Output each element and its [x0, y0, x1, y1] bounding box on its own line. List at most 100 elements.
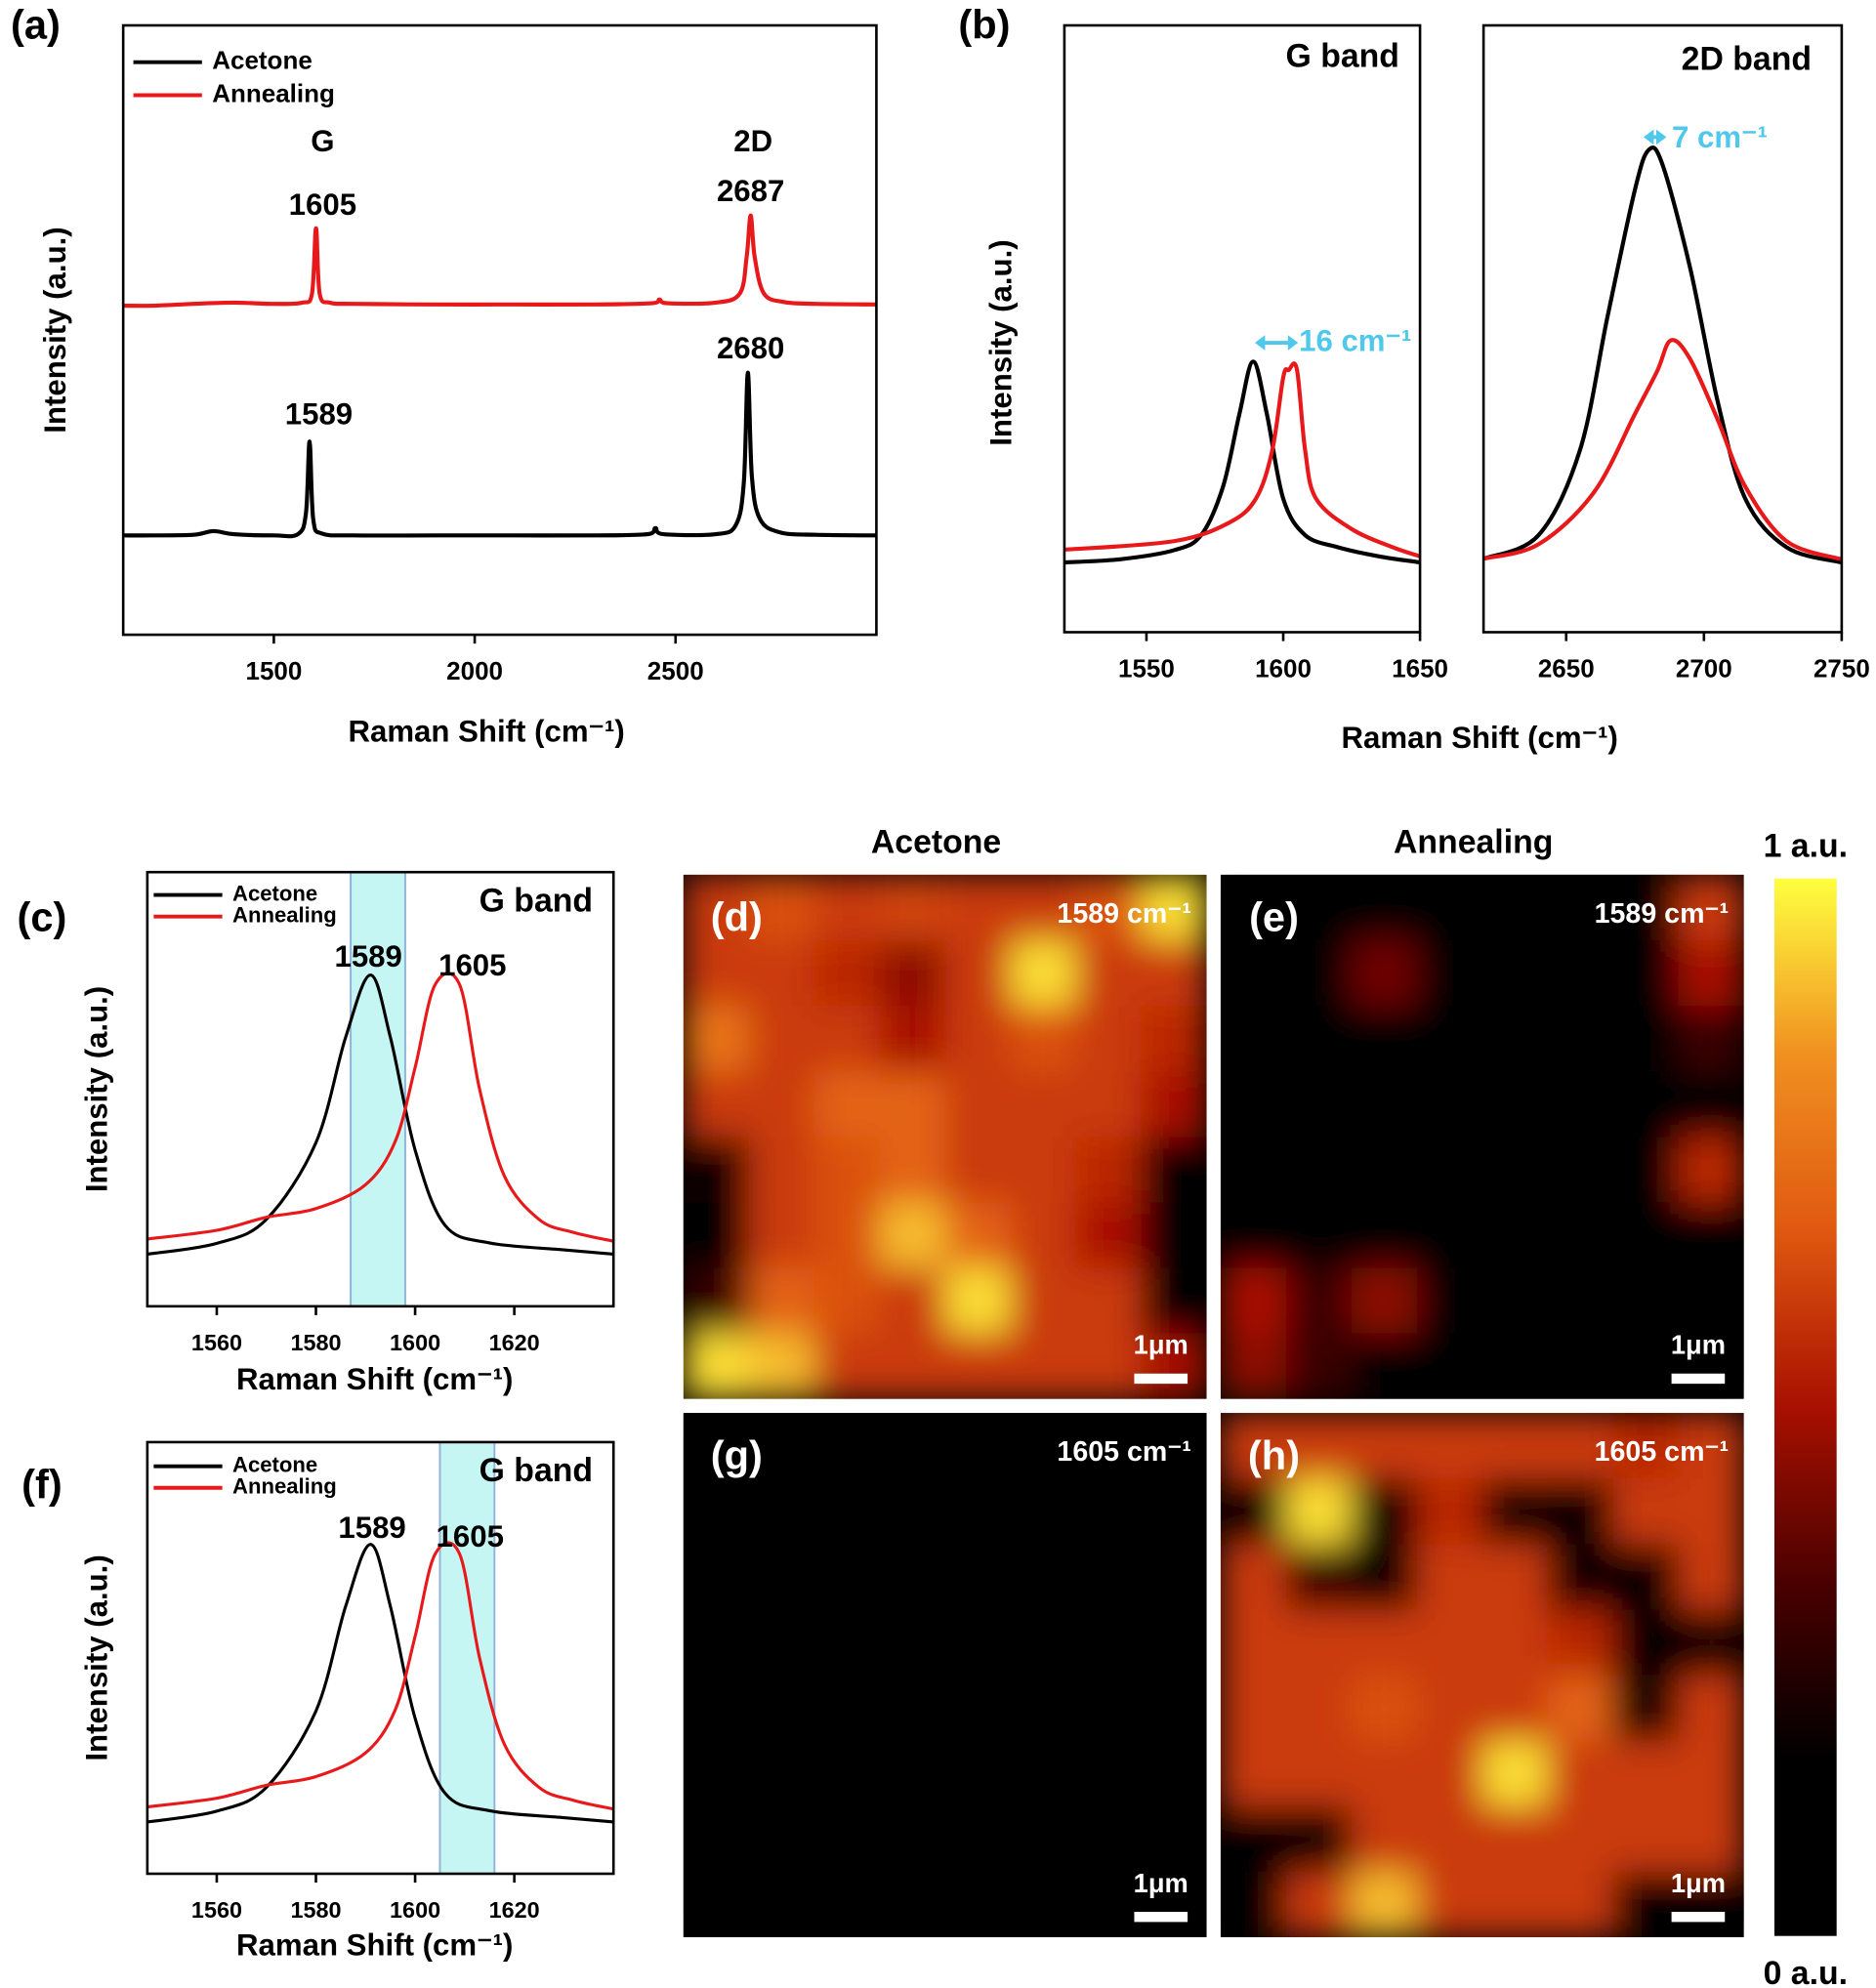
map-cell: [1612, 1544, 1680, 1611]
map-cell: [1481, 1740, 1549, 1807]
map-cell: [1220, 939, 1287, 1007]
map-cell: [1351, 1544, 1418, 1611]
x-tick-label: 1580: [290, 1897, 341, 1923]
map-cell: [1612, 1071, 1680, 1139]
map-cell: [748, 874, 815, 941]
map-cell: [1678, 1805, 1744, 1873]
map-cell: [1285, 1202, 1353, 1269]
panel-title: G band: [1286, 38, 1399, 75]
map-cell: [879, 1413, 946, 1479]
map-cell: [1416, 1871, 1483, 1937]
map-cell: [1612, 1478, 1680, 1546]
x-tick-label: 1560: [191, 1330, 242, 1355]
spectrum-line: [146, 1541, 614, 1811]
map-cell: [1481, 1871, 1549, 1937]
map-cell: [1678, 1740, 1744, 1807]
map-frame: [683, 874, 1207, 1399]
map-cell: [1416, 1675, 1483, 1742]
map-cell: [879, 1267, 946, 1335]
plot-frame: [1063, 23, 1422, 634]
map-cell: [1141, 1137, 1207, 1204]
map-cell: [1141, 1333, 1207, 1399]
x-tick-label: 1580: [290, 1330, 341, 1355]
map-cell: [1351, 1609, 1418, 1677]
map-cell: [879, 1609, 946, 1677]
map-cell: [1220, 1333, 1287, 1399]
map-cell: [748, 1544, 815, 1611]
y-axis-title: Intensity (a.u.): [80, 986, 114, 1192]
map-cell: [1416, 1071, 1483, 1139]
map-cell: [1351, 939, 1418, 1007]
map-cell: [683, 1333, 750, 1399]
map-cell: [1416, 1544, 1483, 1611]
map-cell: [879, 939, 946, 1007]
x-tick-label: 2750: [1813, 653, 1870, 683]
map-cell: [1285, 1137, 1353, 1204]
map-cell: [1547, 874, 1614, 941]
map-frame: [683, 1413, 1207, 1937]
map-cell: [1678, 874, 1744, 941]
map-cell: [1547, 1071, 1614, 1139]
map-cell: [1220, 1675, 1287, 1742]
map-cell: [1416, 1740, 1483, 1807]
map-cell: [683, 1202, 750, 1269]
map-cell: [1075, 1267, 1143, 1335]
map-cell: [1481, 874, 1549, 941]
spectrum-line: [1063, 361, 1421, 559]
map-cell: [1220, 1267, 1287, 1335]
map-cell: [748, 1871, 815, 1937]
x-tick-label: 1650: [1392, 653, 1448, 683]
map-cell: [879, 1805, 946, 1873]
intensity-map: [683, 1413, 1207, 1937]
x-tick-label: 2650: [1538, 653, 1595, 683]
map-cell: [1141, 1267, 1207, 1335]
map-cell: [1075, 1805, 1143, 1873]
map-cell: [1351, 1478, 1418, 1546]
legend-label: Annealing: [212, 78, 335, 107]
map-cell: [1220, 1544, 1287, 1611]
x-tick-label: 1600: [1255, 653, 1312, 683]
map-cell: [879, 1740, 946, 1807]
legend-label: Acetone: [232, 881, 317, 905]
annotation: 1605: [437, 1519, 504, 1553]
spectrum-line: [146, 972, 614, 1243]
map-cell: [1285, 1413, 1353, 1479]
map-cell: [683, 1805, 750, 1873]
x-tick-label: 2700: [1676, 653, 1732, 683]
annotation: 1589: [285, 397, 353, 432]
map-cell: [1141, 1675, 1207, 1742]
map-cell: [1075, 1544, 1143, 1611]
map-cell: [683, 939, 750, 1007]
map-cell: [1416, 939, 1483, 1007]
map-cell: [683, 874, 750, 941]
map-cell: [1220, 1413, 1287, 1479]
map-cell: [944, 1740, 1012, 1807]
scale-bar-label: 1μm: [1134, 1868, 1188, 1898]
map-cell: [1141, 1202, 1207, 1269]
map-cell: [879, 1137, 946, 1204]
map-cell: [1285, 1267, 1353, 1335]
map-cell: [879, 1071, 946, 1139]
map-cell: [944, 939, 1012, 1007]
scale-bar-label: 1μm: [1134, 1330, 1188, 1360]
map-cell: [1141, 874, 1207, 941]
map-cell: [1678, 1202, 1744, 1269]
map-cell: [1075, 1333, 1143, 1399]
map-cell: [1481, 1544, 1549, 1611]
map-label: (e): [1249, 894, 1299, 940]
map-cell: [879, 1544, 946, 1611]
column-title: Annealing: [1394, 824, 1553, 861]
map-cell: [1010, 939, 1077, 1007]
map-cell: [1481, 1071, 1549, 1139]
scale-bar-label: 1μm: [1671, 1868, 1726, 1898]
map-label: (g): [711, 1432, 763, 1478]
map-cell: [748, 1006, 815, 1072]
map-cell: [1010, 874, 1077, 941]
map-cell: [879, 1871, 946, 1937]
map-cell: [748, 1609, 815, 1677]
map-cell: [1612, 1267, 1680, 1335]
map-cell: [944, 1267, 1012, 1335]
map-cell: [1547, 1137, 1614, 1204]
map-cell: [1010, 1137, 1077, 1204]
map-cell: [748, 1202, 815, 1269]
